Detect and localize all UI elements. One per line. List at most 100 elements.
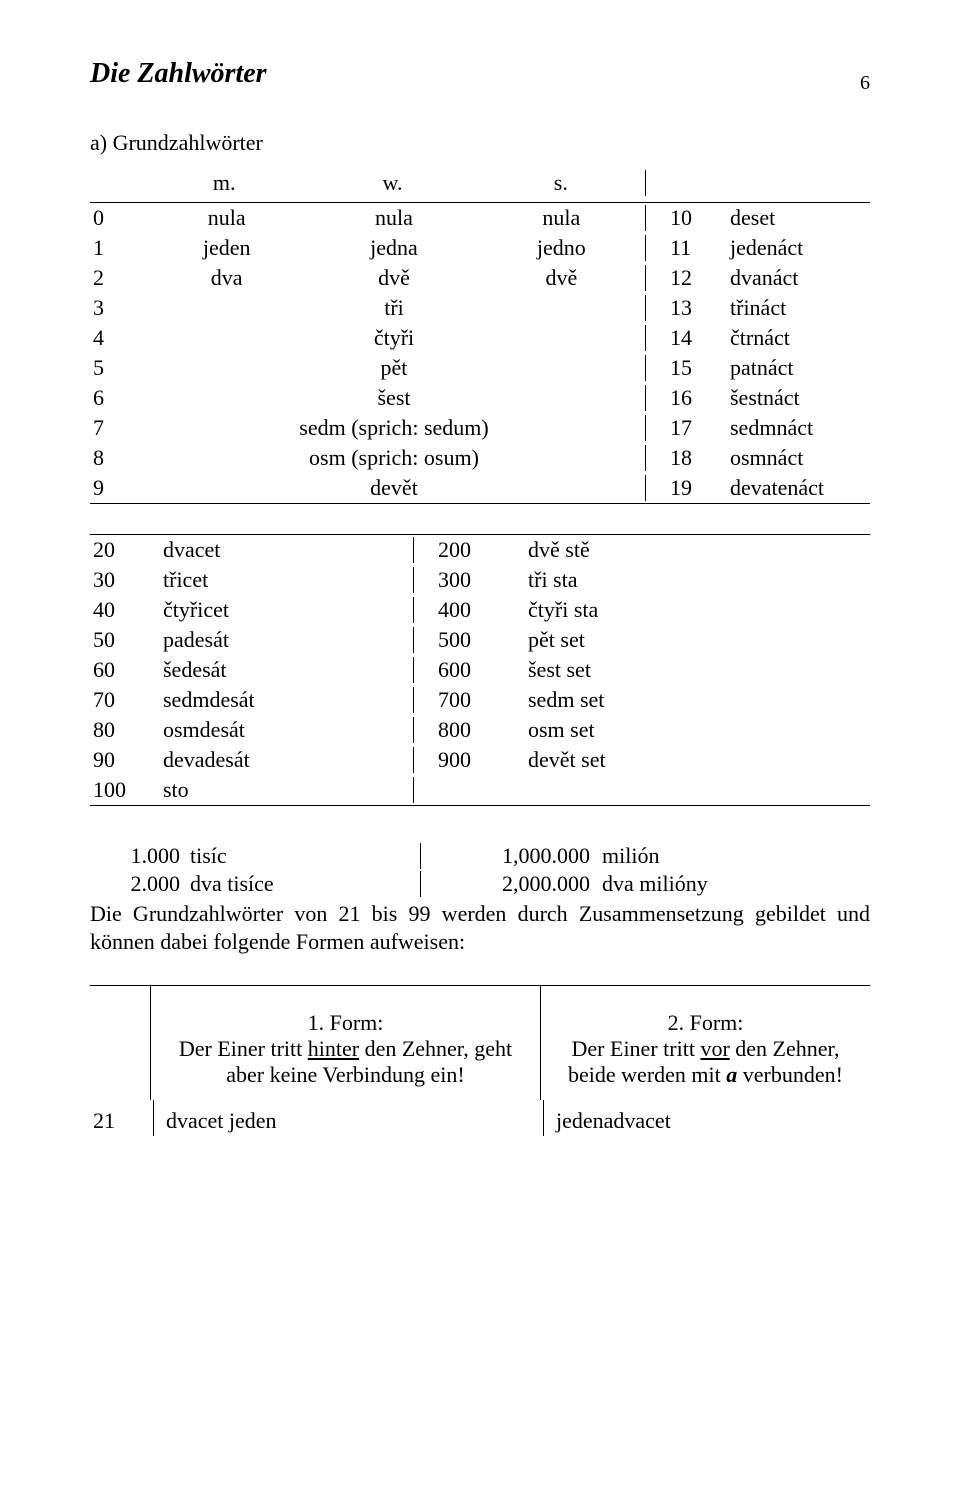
header-s: s. [477, 170, 645, 196]
num-cell: 18 [670, 445, 730, 471]
word-cell: dvě stě [528, 537, 870, 563]
word-cell: osmdesát [163, 717, 413, 743]
forms-table: 1. Form: Der Einer tritt hinter den Zehn… [90, 985, 870, 1136]
numbers-table-thousands: 1.000tisíc1,000.000milión2.000dva tisíce… [90, 842, 870, 898]
gender-cell: nula [143, 205, 310, 231]
table-row: 100sto [90, 775, 870, 805]
page-number: 6 [860, 72, 870, 95]
num-cell: 900 [438, 747, 528, 773]
word-cell: osm set [528, 717, 870, 743]
gender-cell: dvě [478, 265, 645, 291]
num-cell: 70 [90, 687, 163, 713]
num-cell: 17 [670, 415, 730, 441]
table-row: 1.000tisíc1,000.000milión [90, 842, 870, 870]
num-cell: 5 [90, 355, 143, 381]
num-cell: 9 [90, 475, 143, 501]
word-cell: tisíc [190, 843, 420, 869]
word-cell: pět set [528, 627, 870, 653]
word-cell: jedenjednajedno [143, 235, 645, 261]
word-cell: sedm set [528, 687, 870, 713]
table-row: 2dvadvědvě12dvanáct [90, 263, 870, 293]
word-cell: šestnáct [730, 385, 870, 411]
word-cell: sedm (sprich: sedum) [143, 415, 645, 441]
num-cell: 400 [438, 597, 528, 623]
word-cell: devadesát [163, 747, 413, 773]
word-cell: čtyři sta [528, 597, 870, 623]
num-cell: 12 [670, 265, 730, 291]
table-row: 2.000dva tisíce 2,000.000dva milióny [90, 870, 870, 898]
table-row: 60šedesát600šest set [90, 655, 870, 685]
word-cell: pět [143, 355, 645, 381]
num-cell: 30 [90, 567, 163, 593]
word-cell: tři sta [528, 567, 870, 593]
num-cell: 800 [438, 717, 528, 743]
word-cell: nulanulanula [143, 205, 645, 231]
num-cell [438, 777, 528, 803]
num-cell: 13 [670, 295, 730, 321]
example-form1: dvacet jeden [153, 1100, 543, 1136]
numbers-table-20-900: 20dvacet200dvě stě30třicet300tři sta40čt… [90, 534, 870, 806]
num-cell: 200 [438, 537, 528, 563]
word-cell: osmnáct [730, 445, 870, 471]
table-row: 9devět 19devatenáct [90, 473, 870, 503]
num-cell: 2,000.000 [445, 871, 602, 897]
word-cell: šest [143, 385, 645, 411]
table-row: 20dvacet200dvě stě [90, 535, 870, 565]
num-cell: 700 [438, 687, 528, 713]
num-cell: 2.000 [90, 871, 190, 897]
num-cell: 10 [670, 205, 730, 231]
table-row: 90devadesát900devět set [90, 745, 870, 775]
page: 6 Die Zahlwörter a) Grundzahlwörter m. w… [0, 58, 960, 1487]
num-cell: 80 [90, 717, 163, 743]
word-cell: sto [163, 777, 413, 803]
num-cell: 0 [90, 205, 143, 231]
form1-label: 1. Form: [163, 1010, 528, 1036]
gender-cell: dva [143, 265, 310, 291]
word-cell: devět set [528, 747, 870, 773]
num-cell: 6 [90, 385, 143, 411]
table-row: 4čtyři14čtrnáct [90, 323, 870, 353]
gender-cell: nula [310, 205, 477, 231]
word-cell: třináct [730, 295, 870, 321]
num-cell: 50 [90, 627, 163, 653]
num-cell: 600 [438, 657, 528, 683]
num-cell: 1,000.000 [445, 843, 602, 869]
word-cell: dvacet [163, 537, 413, 563]
word-cell: dva tisíce [190, 871, 420, 897]
word-cell [528, 777, 870, 803]
num-cell: 11 [670, 235, 730, 261]
example-number: 21 [90, 1100, 153, 1136]
num-cell: 1.000 [90, 843, 190, 869]
gender-cell: nula [478, 205, 645, 231]
word-cell: sedmnáct [730, 415, 870, 441]
word-cell: třicet [163, 567, 413, 593]
num-cell: 500 [438, 627, 528, 653]
word-cell: čtyřicet [163, 597, 413, 623]
num-cell: 3 [90, 295, 143, 321]
gender-header-row: m. w. s. [90, 170, 870, 196]
table-row: 30třicet 300tři sta [90, 565, 870, 595]
explanation-paragraph: Die Grundzahlwörter von 21 bis 99 werden… [90, 900, 870, 955]
header-m: m. [140, 170, 308, 196]
word-cell: devět [143, 475, 645, 501]
table-row: 7sedm (sprich: sedum)17sedmnáct [90, 413, 870, 443]
form1-cell: 1. Form: Der Einer tritt hinter den Zehn… [150, 986, 540, 1100]
num-cell: 8 [90, 445, 143, 471]
word-cell: dva milióny [602, 871, 870, 897]
numbers-table-0-19: 0nulanulanula10deset1jedenjednajedno11je… [90, 202, 870, 504]
num-cell: 1 [90, 235, 143, 261]
form2-label: 2. Form: [553, 1010, 858, 1036]
table-row: 80osmdesát 800osm set [90, 715, 870, 745]
example-form2: jedenadvacet [543, 1100, 870, 1136]
num-cell: 300 [438, 567, 528, 593]
word-cell: šest set [528, 657, 870, 683]
word-cell: devatenáct [730, 475, 870, 501]
table-row: 5pět15patnáct [90, 353, 870, 383]
word-cell: dvanáct [730, 265, 870, 291]
subsection-heading: a) Grundzahlwörter [90, 130, 870, 156]
num-cell: 14 [670, 325, 730, 351]
section-title: Die Zahlwörter [90, 58, 870, 90]
word-cell: osm (sprich: osum) [143, 445, 645, 471]
num-cell: 19 [670, 475, 730, 501]
num-cell: 60 [90, 657, 163, 683]
